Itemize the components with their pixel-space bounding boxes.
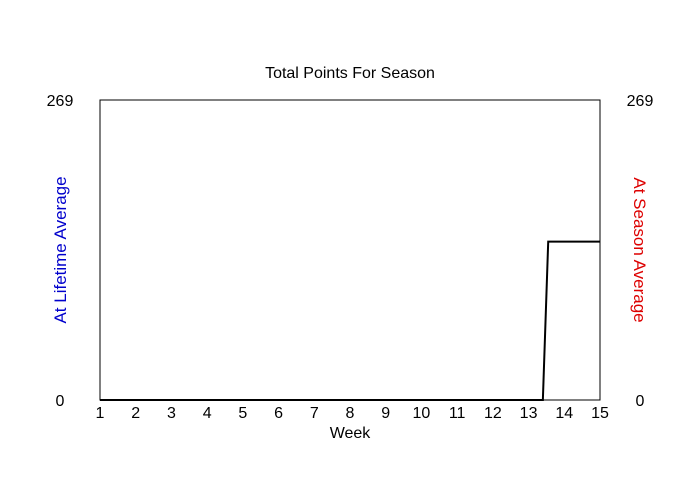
x-axis-label: Week bbox=[330, 425, 372, 442]
x-tick-label: 12 bbox=[484, 405, 502, 422]
x-tick-label: 14 bbox=[555, 405, 573, 422]
y-axis-left-label: At Lifetime Average bbox=[51, 176, 70, 323]
x-tick-label: 9 bbox=[381, 405, 390, 422]
y-left-tick-bottom: 0 bbox=[56, 393, 65, 410]
x-tick-label: 10 bbox=[413, 405, 431, 422]
plot-frame bbox=[99, 99, 601, 401]
series-line bbox=[100, 240, 600, 401]
y-right-tick-bottom: 0 bbox=[636, 393, 645, 410]
x-tick-label: 3 bbox=[167, 405, 176, 422]
x-tick-label: 13 bbox=[520, 405, 538, 422]
x-tick-label: 6 bbox=[274, 405, 283, 422]
x-tick-label: 1 bbox=[96, 405, 105, 422]
x-tick-label: 4 bbox=[203, 405, 212, 422]
y-left-tick-top: 269 bbox=[47, 93, 74, 110]
x-tick-label: 2 bbox=[131, 405, 140, 422]
y-axis-right-label: At Season Average bbox=[630, 177, 649, 322]
series-layer bbox=[100, 240, 600, 401]
x-tick-labels: 1 2 3 4 5 6 7 8 9 10 11 12 13 14 15 bbox=[96, 405, 609, 422]
x-tick-label: 7 bbox=[310, 405, 319, 422]
chart-title: Total Points For Season bbox=[265, 65, 435, 82]
x-tick-label: 5 bbox=[238, 405, 247, 422]
x-tick-label: 11 bbox=[449, 405, 466, 422]
x-tick-label: 8 bbox=[346, 405, 355, 422]
x-tick-label: 15 bbox=[591, 405, 609, 422]
y-right-tick-top: 269 bbox=[627, 93, 654, 110]
